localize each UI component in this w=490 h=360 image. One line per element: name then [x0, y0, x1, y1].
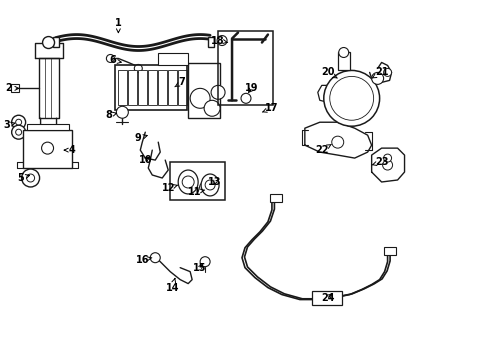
Circle shape — [12, 115, 25, 129]
Text: 14: 14 — [166, 278, 179, 293]
Text: 6: 6 — [109, 55, 122, 66]
Circle shape — [16, 119, 22, 125]
Circle shape — [204, 100, 220, 116]
Circle shape — [371, 72, 384, 84]
Text: 3: 3 — [3, 120, 15, 130]
Circle shape — [106, 54, 114, 62]
Text: 16: 16 — [136, 255, 152, 265]
Ellipse shape — [178, 170, 198, 194]
Bar — [178, 71, 187, 105]
Text: 8: 8 — [105, 110, 117, 120]
Bar — [188, 63, 220, 118]
Bar — [26, 124, 69, 130]
Text: 22: 22 — [315, 144, 331, 155]
Text: 12: 12 — [162, 183, 178, 193]
Circle shape — [116, 106, 128, 118]
Bar — [115, 66, 187, 110]
Text: 20: 20 — [321, 67, 337, 78]
Bar — [148, 71, 157, 105]
Bar — [312, 291, 342, 305]
Circle shape — [211, 85, 225, 99]
Bar — [168, 71, 177, 105]
Bar — [11, 84, 19, 92]
Bar — [158, 54, 188, 66]
Text: 10: 10 — [139, 155, 152, 165]
Circle shape — [332, 136, 343, 148]
Bar — [52, 37, 58, 46]
Circle shape — [22, 169, 40, 187]
Bar — [158, 71, 167, 105]
Bar — [384, 247, 395, 255]
Circle shape — [42, 142, 53, 154]
Text: 13: 13 — [208, 177, 222, 187]
Text: 15: 15 — [194, 263, 207, 273]
Bar — [128, 71, 137, 105]
Text: 5: 5 — [17, 173, 29, 183]
Text: 11: 11 — [188, 187, 205, 197]
Text: 1: 1 — [115, 18, 122, 33]
Circle shape — [26, 174, 35, 182]
Bar — [218, 31, 273, 105]
Circle shape — [339, 48, 349, 58]
Circle shape — [182, 176, 194, 188]
Text: 21: 21 — [372, 67, 389, 78]
Circle shape — [324, 71, 380, 126]
Bar — [270, 194, 282, 202]
Circle shape — [384, 68, 392, 76]
Bar — [170, 162, 225, 200]
Circle shape — [12, 125, 25, 139]
Ellipse shape — [201, 174, 219, 196]
Circle shape — [217, 36, 227, 45]
Circle shape — [384, 154, 392, 162]
Text: 19: 19 — [245, 84, 259, 93]
Text: 9: 9 — [135, 133, 147, 143]
Circle shape — [134, 64, 142, 72]
Circle shape — [150, 253, 160, 263]
Text: 18: 18 — [211, 36, 228, 46]
Circle shape — [16, 129, 22, 135]
Bar — [23, 130, 73, 168]
Text: 24: 24 — [321, 293, 335, 302]
Circle shape — [190, 88, 210, 108]
Circle shape — [200, 257, 210, 267]
Circle shape — [205, 180, 215, 190]
Bar — [119, 71, 127, 105]
Text: 2: 2 — [5, 84, 19, 93]
Text: 17: 17 — [262, 103, 279, 113]
Bar — [208, 37, 214, 46]
Bar — [138, 71, 147, 105]
Bar — [338, 53, 350, 71]
Text: 4: 4 — [64, 145, 76, 155]
Text: 23: 23 — [372, 157, 389, 167]
Circle shape — [330, 76, 374, 120]
Circle shape — [43, 37, 54, 49]
Circle shape — [383, 160, 392, 170]
Text: 7: 7 — [175, 77, 186, 87]
Circle shape — [241, 93, 251, 103]
